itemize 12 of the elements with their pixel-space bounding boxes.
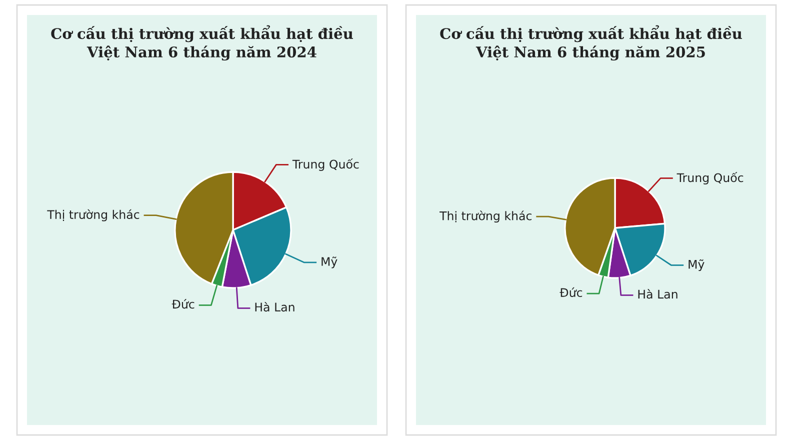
slice-label: Đức [172,299,194,309]
slice-label: Thị trường khác [47,209,140,222]
chart-title: Cơ cấu thị trường xuất khẩu hạt điều Việt Nam 6 tháng năm 2024 [51,25,353,61]
chart-title: Cơ cấu thị trường xuất khẩu hạt điều Việt Nam 6 tháng năm 2025 [440,25,742,61]
slice-label: Trung Quốc [676,172,744,184]
slice-label: Mỹ [688,259,704,272]
slice-label: Thị trường khác [440,210,532,223]
slice-label: Hà Lan [255,302,294,312]
slice-label: Đức [560,287,582,298]
slice-label: Trung Quốc [292,158,359,171]
slice-label: Mỹ [322,256,338,268]
slice-label: Hà Lan [638,289,678,299]
